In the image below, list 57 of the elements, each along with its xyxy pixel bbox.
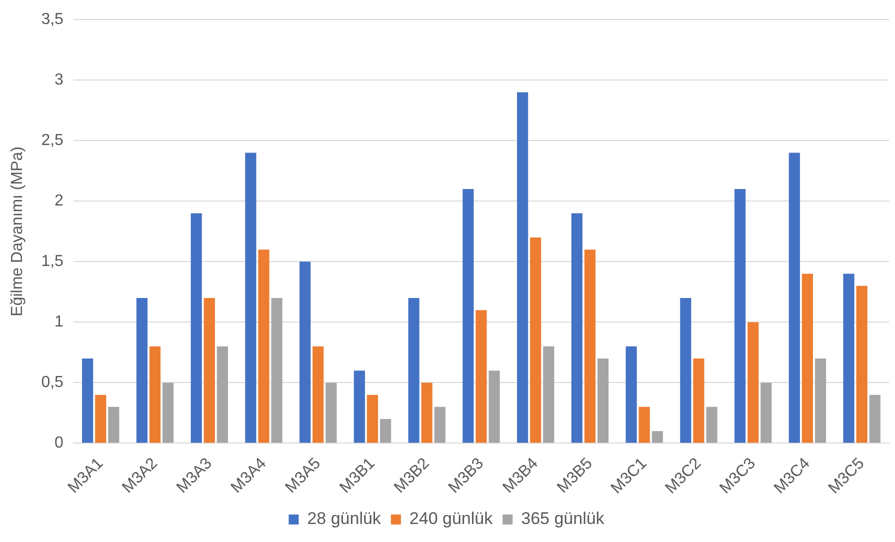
bar <box>462 189 474 443</box>
y-axis-title: Eğilme Dayanımı (MPa) <box>9 146 26 316</box>
y-tick-label: 2,5 <box>41 132 64 150</box>
bar <box>856 286 868 443</box>
bar <box>680 298 692 443</box>
y-tick-label: 1,5 <box>41 253 64 270</box>
bar <box>488 370 500 443</box>
bar <box>571 213 582 443</box>
bar <box>693 358 704 443</box>
legend-label: 240 günlük <box>409 509 494 528</box>
bar <box>516 92 528 443</box>
bar <box>245 152 256 443</box>
y-tick-label: 3 <box>54 72 64 89</box>
bar <box>530 237 542 443</box>
bar <box>626 346 637 443</box>
bar <box>434 406 446 443</box>
bar <box>216 346 228 443</box>
bar <box>162 382 174 443</box>
bar <box>136 298 148 443</box>
bar <box>706 406 718 443</box>
bar <box>734 189 746 443</box>
y-tick-label: 2 <box>54 192 64 210</box>
bar <box>814 358 826 443</box>
bar <box>190 213 202 443</box>
legend-label: 28 günlük <box>307 509 382 528</box>
y-tick-label: 1 <box>54 314 64 331</box>
bar <box>869 394 880 443</box>
bar <box>204 298 215 443</box>
bar <box>149 346 161 443</box>
y-tick-label: 3,5 <box>41 11 64 28</box>
bar <box>82 358 94 443</box>
bar <box>366 394 378 443</box>
bar <box>108 406 120 443</box>
bar <box>476 310 487 443</box>
bar <box>421 382 432 443</box>
y-tick-label: 0,5 <box>41 374 64 392</box>
bar <box>271 298 282 443</box>
bar <box>802 274 813 443</box>
bar <box>638 406 650 443</box>
legend-label: 365 günlük <box>521 509 605 528</box>
bar <box>584 250 596 443</box>
bar <box>788 152 800 443</box>
bar <box>354 370 365 443</box>
bar <box>843 274 854 443</box>
bar <box>312 346 324 443</box>
bar <box>258 250 270 443</box>
bar <box>326 382 337 443</box>
bar <box>408 298 420 443</box>
bar <box>95 394 106 443</box>
bar <box>380 419 392 443</box>
bar <box>543 346 554 443</box>
bar <box>300 262 311 443</box>
bar <box>760 382 772 443</box>
bar <box>597 358 609 443</box>
bar <box>748 322 759 443</box>
y-tick-label: 0 <box>54 434 64 452</box>
bar <box>652 431 663 443</box>
